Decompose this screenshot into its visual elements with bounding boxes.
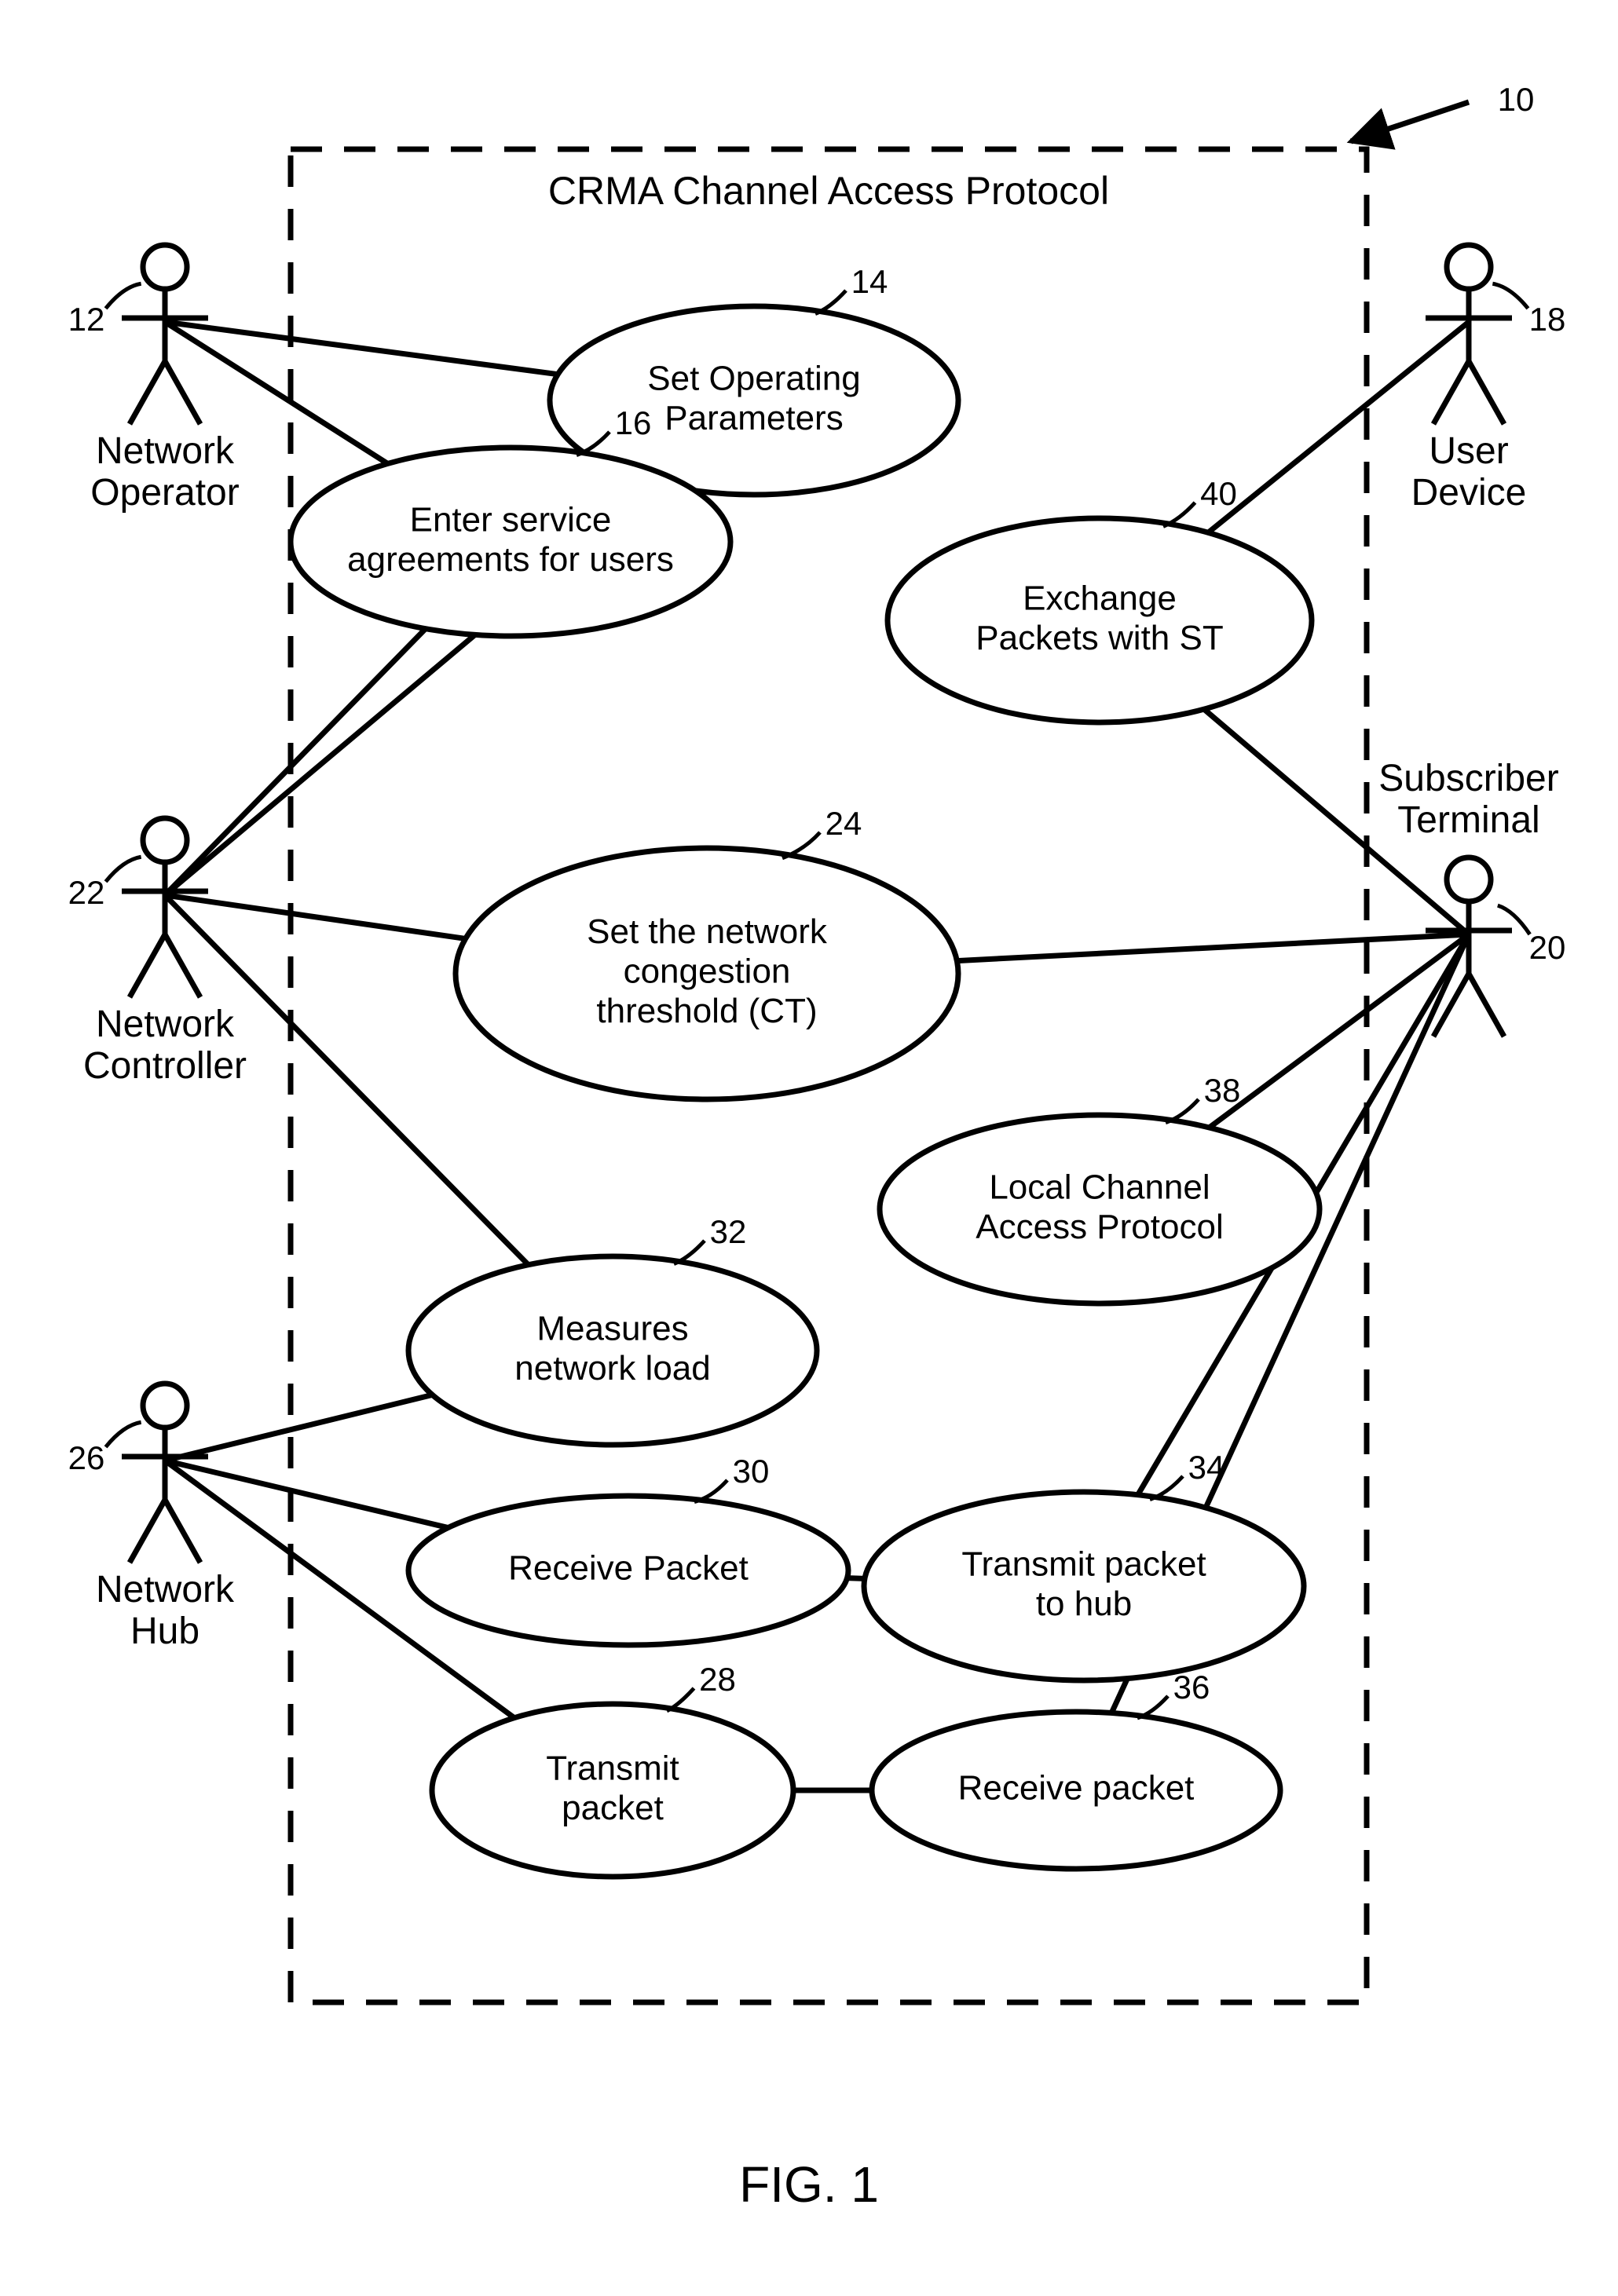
usecase-label-transmit-packet: Transmit xyxy=(546,1749,679,1787)
actor-label-network-hub: Hub xyxy=(130,1610,200,1652)
usecase-label-measures-network-load: network load xyxy=(514,1349,710,1387)
actor-label-subscriber-terminal: Subscriber xyxy=(1378,758,1558,799)
ref-34: 34 xyxy=(1188,1449,1225,1486)
usecase-label-enter-service-agreements: agreements for users xyxy=(347,540,674,579)
ref-26: 26 xyxy=(68,1439,105,1476)
actor-label-user-device: User xyxy=(1429,430,1508,472)
figure-label: FIG. 1 xyxy=(739,2156,879,2213)
usecase-label-transmit-packet: packet xyxy=(562,1789,664,1827)
actor-network-hub: NetworkHub 26 xyxy=(68,1384,235,1652)
usecase-label-enter-service-agreements: Enter service xyxy=(410,500,612,539)
usecase-label-transmit-to-hub: to hub xyxy=(1036,1585,1132,1623)
usecase-measures-network-load: Measuresnetwork load 32 xyxy=(408,1213,817,1445)
ref-12: 12 xyxy=(68,301,105,338)
actor-subscriber-terminal: SubscriberTerminal 20 xyxy=(1378,758,1565,1036)
edge-subscriber-terminal-set-congestion-threshold xyxy=(957,934,1469,961)
actor-label-user-device: Device xyxy=(1411,472,1527,514)
ref-38: 38 xyxy=(1204,1072,1241,1109)
usecase-label-local-channel-access: Local Channel xyxy=(989,1168,1210,1206)
usecase-label-set-operating-parameters: Set Operating xyxy=(647,359,861,397)
edge-network-hub-measures-network-load xyxy=(165,1395,432,1461)
usecase-label-set-congestion-threshold: threshold (CT) xyxy=(596,992,817,1030)
actor-network-operator: NetworkOperator 12 xyxy=(68,245,240,514)
usecase-label-local-channel-access: Access Protocol xyxy=(976,1208,1223,1246)
usecase-receive-packet-sub: Receive packet 36 xyxy=(872,1669,1280,1869)
ref-22: 22 xyxy=(68,874,105,911)
usecase-label-set-operating-parameters: Parameters xyxy=(664,399,843,437)
actor-label-network-controller: Controller xyxy=(83,1045,247,1087)
ref-14: 14 xyxy=(851,263,888,300)
usecase-label-transmit-to-hub: Transmit packet xyxy=(961,1545,1206,1583)
edge-subscriber-terminal-local-channel-access xyxy=(1210,934,1469,1128)
ref-24: 24 xyxy=(825,805,862,842)
usecase-transmit-packet: Transmitpacket 28 xyxy=(432,1661,793,1877)
edge-network-controller-set-congestion-threshold xyxy=(165,895,466,938)
usecase-exchange-packets-with-st: ExchangePackets with ST 40 xyxy=(888,475,1312,722)
usecase-receive-packet-hub: Receive Packet 30 xyxy=(408,1453,848,1645)
usecase-local-channel-access: Local ChannelAccess Protocol 38 xyxy=(880,1072,1320,1303)
actor-label-network-hub: Network xyxy=(96,1569,235,1610)
ref-28: 28 xyxy=(699,1661,736,1698)
edge-network-controller-enter-service-agreements xyxy=(165,629,426,895)
usecase-label-exchange-packets-with-st: Packets with ST xyxy=(976,619,1223,657)
ref-20: 20 xyxy=(1529,929,1566,966)
usecase-label-receive-packet-hub: Receive Packet xyxy=(508,1549,749,1588)
actor-label-network-operator: Operator xyxy=(90,472,239,514)
actor-label-subscriber-terminal: Terminal xyxy=(1397,799,1539,841)
usecase-label-measures-network-load: Measures xyxy=(536,1309,688,1347)
usecase-label-receive-packet-sub: Receive packet xyxy=(958,1769,1195,1808)
ref-10: 10 xyxy=(1498,81,1535,118)
ref-36: 36 xyxy=(1173,1669,1210,1706)
actor-user-device: UserDevice 18 xyxy=(1411,245,1566,514)
ref-30: 30 xyxy=(733,1453,770,1490)
usecase-label-set-congestion-threshold: congestion xyxy=(624,952,791,991)
actor-label-network-controller: Network xyxy=(96,1004,235,1045)
use-case-diagram: CRMA Channel Access Protocol10NetworkOpe… xyxy=(0,0,1618,2296)
ref-18: 18 xyxy=(1529,301,1566,338)
usecase-transmit-to-hub: Transmit packetto hub 34 xyxy=(864,1449,1304,1680)
boundary-title: CRMA Channel Access Protocol xyxy=(548,169,1109,213)
actor-label-network-operator: Network xyxy=(96,430,235,472)
ref-40: 40 xyxy=(1200,475,1237,512)
figure-pointer xyxy=(1351,102,1469,141)
usecase-label-exchange-packets-with-st: Exchange xyxy=(1023,579,1177,617)
usecase-set-congestion-threshold: Set the networkcongestionthreshold (CT) 2… xyxy=(456,805,958,1099)
edge-network-operator-set-operating-parameters xyxy=(165,322,558,375)
ref-16: 16 xyxy=(615,404,652,441)
ref-32: 32 xyxy=(710,1213,747,1250)
usecase-label-set-congestion-threshold: Set the network xyxy=(587,912,828,951)
